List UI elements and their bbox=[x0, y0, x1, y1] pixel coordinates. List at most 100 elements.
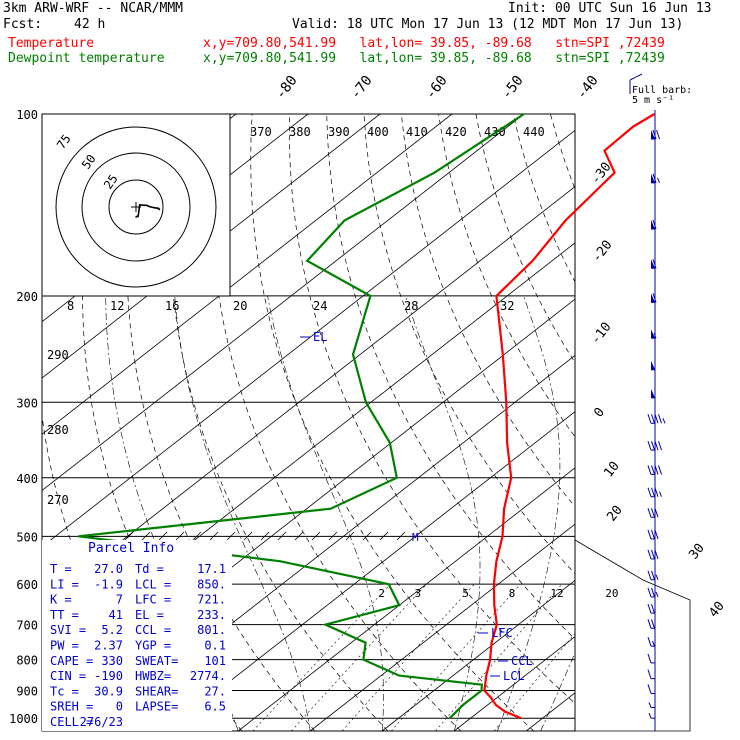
parcel-cell: CIN = bbox=[50, 669, 86, 683]
parcel-cell: PW = bbox=[50, 639, 79, 653]
wind-barb-feather bbox=[647, 508, 652, 518]
pressure-label: 900 bbox=[16, 685, 38, 699]
ccl-label: CCL bbox=[511, 654, 533, 668]
wind-barb bbox=[647, 684, 655, 694]
lfc-hatch bbox=[158, 531, 168, 541]
parcel-cell: CELL = bbox=[50, 715, 93, 729]
moist-adiabat bbox=[267, 295, 384, 731]
lfc-label: LFC bbox=[491, 626, 513, 640]
m-label: M bbox=[412, 531, 419, 544]
parcel-cell: 276/23 bbox=[80, 715, 123, 729]
wind-barb bbox=[647, 587, 659, 598]
wind-barbs: Full barb: 5 m s⁻¹ bbox=[629, 73, 692, 731]
wind-barb-feather bbox=[647, 619, 652, 629]
wind-barb-feather bbox=[647, 487, 652, 497]
wind-barb-half bbox=[655, 591, 659, 598]
theta-label: 420 bbox=[445, 125, 467, 139]
isotherm-right-label: -10 bbox=[588, 320, 614, 348]
el-label: EL bbox=[313, 330, 327, 344]
wind-barb bbox=[647, 440, 662, 451]
parcel-cell: 2774. bbox=[190, 669, 226, 683]
parcel-cell: LAPSE= bbox=[135, 700, 178, 714]
wind-barb-feather bbox=[651, 529, 655, 540]
wind-barb bbox=[647, 529, 659, 540]
wind-barb-flag bbox=[651, 173, 655, 183]
wind-barb-feather bbox=[647, 653, 652, 664]
pressure-label: 400 bbox=[16, 472, 38, 486]
parcel-cell: 801. bbox=[197, 623, 226, 637]
wind-barb-feather bbox=[652, 129, 657, 140]
parcel-cell: TT = bbox=[50, 608, 79, 622]
wind-barb-feather bbox=[651, 465, 655, 475]
wind-barb-feather bbox=[658, 440, 662, 451]
dry-adiabat bbox=[475, 114, 575, 364]
wind-barb-feather bbox=[651, 587, 655, 598]
wind-barb-feather bbox=[652, 259, 657, 269]
wind-barb-half bbox=[648, 713, 652, 719]
parcel-cell: 330 bbox=[101, 654, 123, 668]
dry-adiabat bbox=[82, 114, 243, 731]
legend-dewpoint-info: x,y=709.80,541.99 lat,lon= 39.85, -89.68… bbox=[203, 51, 665, 66]
mixing-ratio-label: 2 bbox=[378, 587, 385, 600]
parcel-cell: HWBZ= bbox=[135, 669, 171, 683]
wind-barb-flag bbox=[651, 293, 655, 303]
dry-adiabat bbox=[512, 114, 575, 283]
wind-barb bbox=[651, 293, 657, 303]
lfc-hatch bbox=[192, 531, 202, 541]
parcel-cell: 7 bbox=[116, 593, 123, 607]
wind-barb bbox=[647, 603, 655, 614]
theta-e-label: 270 bbox=[47, 493, 69, 507]
hodograph-trace bbox=[135, 203, 161, 218]
dry-adiabat bbox=[326, 114, 575, 640]
parcel-cell: 101 bbox=[204, 654, 226, 668]
pressure-label: 500 bbox=[16, 530, 38, 544]
wind-barb bbox=[651, 388, 655, 399]
wind-barb-feather bbox=[654, 508, 659, 518]
hodo-speed-label: 12 bbox=[110, 299, 124, 313]
theta-label: 370 bbox=[250, 125, 272, 139]
wind-barb bbox=[648, 713, 655, 719]
parcel-title: Parcel Info bbox=[88, 541, 174, 556]
wind-barb-feather bbox=[652, 219, 657, 230]
wind-barb bbox=[651, 219, 657, 230]
lfc-hatch bbox=[328, 531, 338, 541]
wind-barb bbox=[651, 360, 655, 371]
isotherm-line bbox=[42, 129, 575, 548]
wind-barb-feather bbox=[654, 465, 659, 475]
parcel-cell: Tc = bbox=[50, 684, 79, 698]
isotherm-right-label: 10 bbox=[601, 459, 622, 481]
lfc-hatch bbox=[243, 531, 253, 541]
isotherm-line bbox=[42, 114, 453, 435]
wind-barb-half bbox=[662, 418, 666, 424]
pressure-label: 1000 bbox=[9, 712, 38, 726]
wind-barb-flag bbox=[651, 388, 655, 398]
wind-legend-barb bbox=[629, 73, 643, 81]
wind-barb-feather bbox=[651, 440, 655, 451]
lfc-hatch bbox=[396, 531, 406, 541]
hodo-speed-label: 8 bbox=[67, 299, 74, 313]
parcel-cell: LCL = bbox=[135, 577, 171, 591]
lfc-hatch bbox=[311, 531, 321, 541]
moist-adiabat bbox=[405, 295, 481, 731]
dry-adiabat bbox=[363, 114, 575, 575]
wind-barb-feather bbox=[654, 487, 659, 497]
wind-barb-feather bbox=[654, 529, 659, 540]
theta-label: 400 bbox=[367, 125, 389, 139]
dry-adiabat bbox=[250, 114, 535, 731]
wind-barb bbox=[647, 619, 655, 629]
wind-barb-flag bbox=[651, 130, 655, 140]
wind-barb-feather bbox=[654, 414, 659, 424]
wind-barb-flag bbox=[651, 219, 655, 229]
parcel-cell: 0 bbox=[116, 700, 123, 714]
dry-adiabat bbox=[210, 114, 462, 731]
isotherm-line bbox=[42, 186, 575, 604]
wind-barb-feather bbox=[647, 684, 652, 694]
wind-barb bbox=[647, 508, 659, 518]
wind-barb-half bbox=[653, 333, 657, 339]
dry-adiabat bbox=[438, 114, 575, 438]
isotherm-top-label: -70 bbox=[348, 73, 376, 103]
lfc-hatch bbox=[345, 531, 355, 541]
mixing-ratio-line bbox=[390, 584, 521, 731]
isotherm-line bbox=[525, 692, 575, 731]
mixing-ratio-line bbox=[493, 632, 575, 731]
